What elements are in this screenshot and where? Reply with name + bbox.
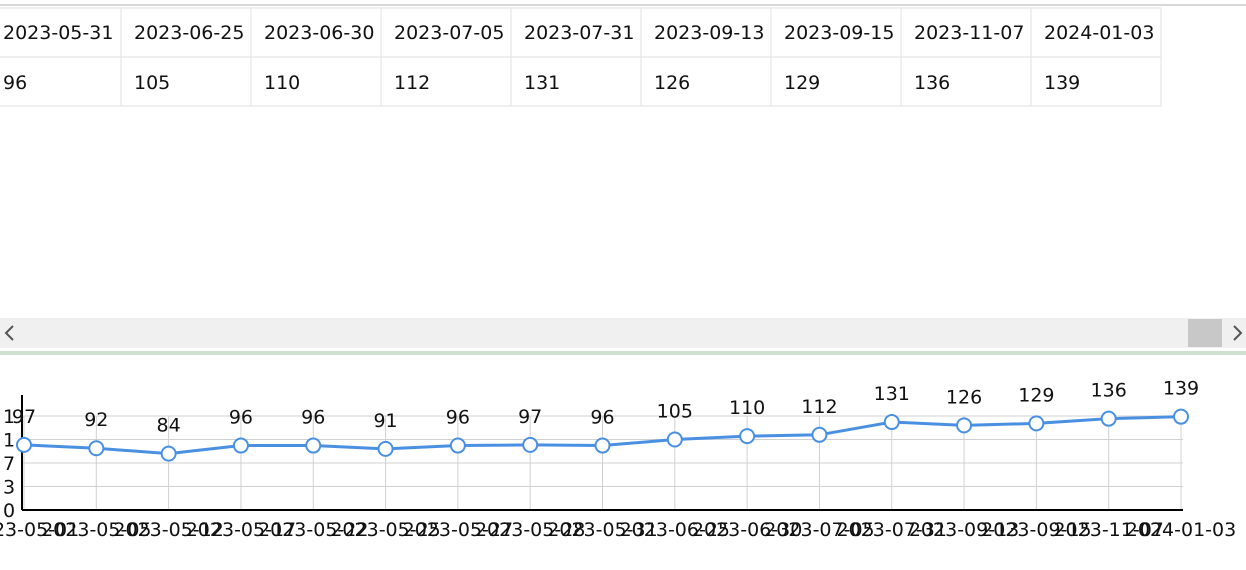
splitter[interactable] [0,351,1246,355]
header-text: 2023-07-05 [394,22,504,44]
header-text: 2023-09-13 [654,22,764,44]
point [1173,408,1189,425]
x-tick-label: 2023-09-15 [981,519,1091,541]
cell [770,56,902,107]
header-cell [900,7,1032,58]
point [160,445,177,462]
data-label: 110 [729,397,765,419]
x-tick-label: 2023-05-01 [0,519,79,541]
x-tick-label: 2023-05-27 [403,519,513,541]
y-tick-label: 105 [3,430,39,452]
data-label: 129 [1018,384,1054,406]
data-label: 139 [1163,378,1199,400]
header-text: 2023-09-15 [784,22,894,44]
h-scrollbar[interactable] [0,318,1246,348]
data-label: 96 [446,407,470,429]
cell [1030,56,1162,107]
header-cell [380,7,512,58]
cell [900,56,1032,107]
cell-text: 131 [524,72,560,94]
point [16,436,32,453]
point [883,414,900,431]
x-tick-label: 2023-05-31 [547,519,657,541]
x-tick-label: 2023-06-25 [620,519,730,541]
cell-text: 96 [3,72,27,94]
cell [380,56,512,107]
header-cell [0,7,122,58]
header-text: 2023-05-31 [3,22,113,44]
cell-text: 139 [1044,72,1080,94]
header-cell [510,7,642,58]
point [305,437,322,454]
header-text: 2023-06-30 [264,22,374,44]
point [232,437,249,454]
point [377,440,394,457]
x-tick-label: 2023-06-30 [692,519,802,541]
point [594,437,611,454]
x-tick-label: 2023-05-17 [186,519,296,541]
point [88,440,105,457]
point [739,428,756,445]
data-label: 92 [84,409,108,431]
data-label: 131 [874,383,910,405]
header-cell [770,7,902,58]
header-cell [120,7,252,58]
scroll-thumb[interactable] [1188,319,1222,347]
cell-text: 112 [394,72,430,94]
x-tick-label: 2024-01-03 [1126,519,1236,541]
point [1100,410,1117,427]
point [666,431,683,448]
header-cell [640,7,772,58]
header-text: 2023-07-31 [524,22,634,44]
y-tick-label: 70 [3,453,27,475]
x-tick-label: 2023-09-13 [909,519,1019,541]
table: 2023-05-31 2023-06-25 2023-06-30 2023-07-05… [0,7,1162,107]
y-tick-labels: 03570105140 [3,406,39,522]
cell [120,56,252,107]
data-label: 96 [590,407,614,429]
chart: 0357010514097928496969196979610511011213… [0,378,1236,541]
scroll-left[interactable] [4,325,14,341]
x-tick-label: 2023-07-31 [837,519,947,541]
point [522,436,539,453]
data-label: 91 [373,410,397,432]
data-label: 105 [657,401,693,423]
x-tick-label: 2023-05-28 [475,519,585,541]
x-tick-label: 2023-11-07 [1053,519,1163,541]
point [449,437,466,454]
data-label: 96 [229,407,253,429]
cell-text: 105 [134,72,170,94]
header-text: 2023-11-07 [914,22,1024,44]
x-tick-label: 2023-05-12 [113,519,223,541]
x-tick-label: 2023-05-22 [258,519,368,541]
data-label: 97 [12,406,36,428]
x-tick-label: 2023-05-25 [330,519,440,541]
cell-text: 110 [264,72,300,94]
cell-text: 129 [784,72,820,94]
point [1028,415,1045,432]
cell-text: 136 [914,72,950,94]
data-label: 112 [801,396,837,418]
data-label: 84 [157,415,181,437]
y-tick-label: 0 [3,500,15,522]
y-tick-label: 140 [3,406,39,428]
header-text: 2023-06-25 [134,22,244,44]
point [956,417,973,434]
cell [250,56,382,107]
data-label: 126 [946,386,982,408]
y-tick-label: 35 [3,477,27,499]
cell-text: 126 [654,72,690,94]
header-text: 2024-01-03 [1044,22,1154,44]
scroll-right[interactable] [1233,325,1243,341]
data-label: 136 [1091,380,1127,402]
cell [640,56,772,107]
x-tick-label: 2023-05-05 [41,519,151,541]
data-label: 96 [301,407,325,429]
header-cell [1030,7,1162,58]
data-label: 97 [518,406,542,428]
point [811,426,828,443]
x-tick-label: 2023-07-05 [764,519,874,541]
cell [0,56,122,107]
